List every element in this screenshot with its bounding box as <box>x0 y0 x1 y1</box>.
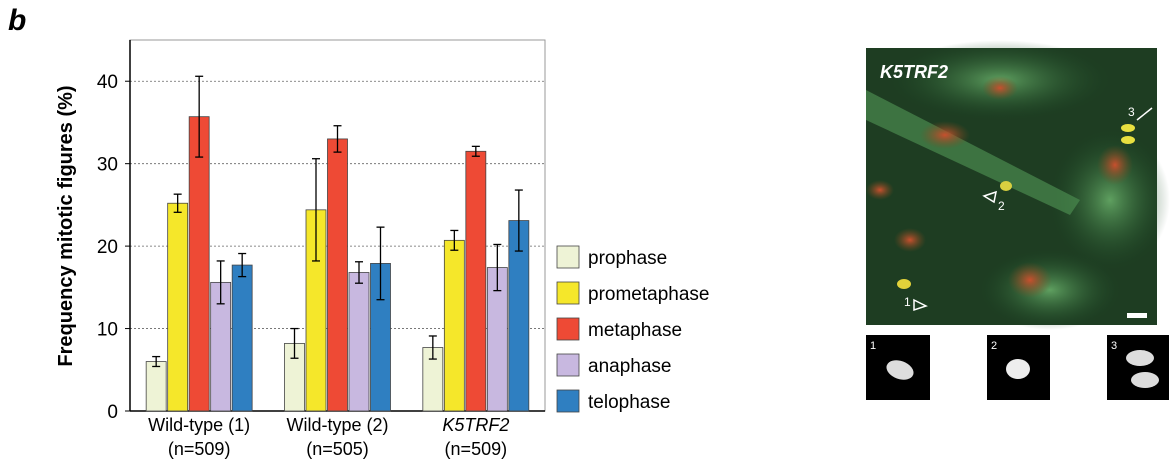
legend-swatch <box>557 246 579 268</box>
x-tick-label: K5TRF2 <box>442 415 509 435</box>
legend-swatch <box>557 390 579 412</box>
inset-label: 2 <box>991 340 997 352</box>
x-tick-label: Wild-type (1) <box>148 415 250 435</box>
x-tick-sublabel: (n=509) <box>168 439 231 459</box>
inset-label: 3 <box>1111 340 1117 352</box>
legend-label: prometaphase <box>588 284 709 305</box>
marker-label: 2 <box>998 199 1005 213</box>
figure: b Frequency mitotic figures (%) K5TRF2 1… <box>0 0 1171 464</box>
y-tick-label: 20 <box>97 237 118 258</box>
y-tick-label: 40 <box>97 72 118 93</box>
bar <box>232 265 252 411</box>
micrograph: K5TRF2 1 2 3 1 2 3 <box>866 40 1170 400</box>
bar <box>444 240 464 411</box>
y-tick-label: 0 <box>107 402 118 423</box>
legend-swatch <box>557 282 579 304</box>
legend-label: prophase <box>588 248 667 269</box>
legend-swatch <box>557 354 579 376</box>
bar <box>349 272 369 411</box>
bar <box>189 117 209 411</box>
panel-label: b <box>8 4 26 37</box>
y-axis-label: Frequency mitotic figures (%) <box>55 85 77 366</box>
bar <box>328 139 348 411</box>
inset-label: 1 <box>870 340 876 352</box>
legend-swatch <box>557 318 579 340</box>
y-tick-label: 30 <box>97 155 118 176</box>
bar <box>466 151 486 411</box>
legend-label: metaphase <box>588 320 682 341</box>
bar <box>146 362 166 411</box>
marker-label: 3 <box>1128 105 1135 119</box>
legend-label: telophase <box>588 392 670 413</box>
x-tick-sublabel: (n=509) <box>445 439 508 459</box>
legend-label: anaphase <box>588 356 671 377</box>
bar <box>168 203 188 411</box>
page: {"panel_label": "b", "chart_data": {"typ… <box>0 0 1171 464</box>
x-tick-label: Wild-type (2) <box>286 415 388 435</box>
x-tick-sublabel: (n=505) <box>306 439 369 459</box>
marker-label: 1 <box>904 295 911 309</box>
y-tick-label: 10 <box>97 320 118 341</box>
micrograph-title: K5TRF2 <box>880 62 948 82</box>
